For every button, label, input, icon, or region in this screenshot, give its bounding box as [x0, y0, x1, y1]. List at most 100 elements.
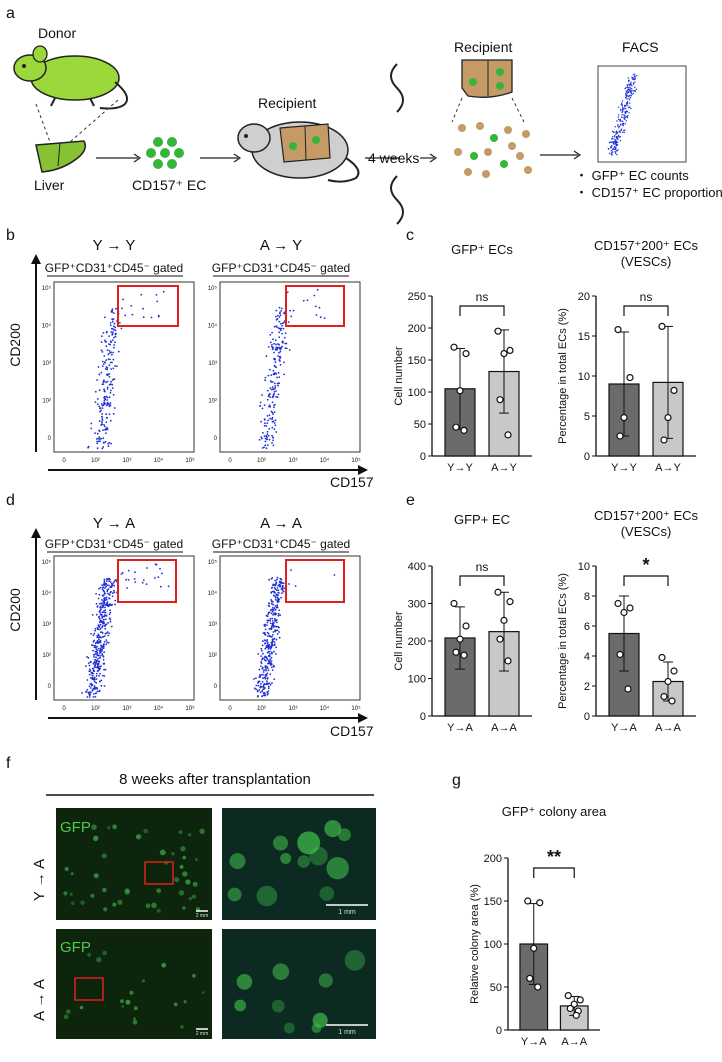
flow-x-tick: 10⁵ [351, 457, 361, 464]
flow-dot [114, 335, 117, 338]
flow-dot [98, 668, 101, 671]
flow-dot [113, 322, 116, 325]
y-tick-label: 0 [496, 1025, 502, 1037]
gfp-colony-spot [271, 999, 285, 1013]
flow-dot [262, 673, 264, 676]
y-axis-label: Percentage in total ECs (%) [557, 573, 569, 709]
facs-thumbnail-dot [611, 136, 614, 138]
flow-dot [104, 623, 107, 626]
flow-dot [262, 671, 265, 673]
flow-dot [91, 677, 94, 680]
flow-dot [277, 314, 279, 317]
flow-plot-d-right [219, 555, 361, 701]
flow-dot [283, 321, 285, 324]
flow-dot [127, 579, 130, 581]
donor-liver-icon [35, 140, 87, 173]
facs-thumbnail-dot [625, 87, 627, 89]
data-point [658, 322, 666, 330]
flow-dot [113, 407, 116, 409]
flow-dot [121, 307, 123, 310]
gfp-label-bottom: GFP [60, 939, 91, 956]
flow-dot [269, 405, 271, 408]
flow-dot [111, 311, 113, 313]
flow-dot [258, 680, 261, 683]
flow-dot [100, 613, 103, 616]
significance-bracket [459, 575, 505, 586]
data-point [616, 432, 624, 440]
flow-dot [106, 367, 109, 369]
flow-dot [269, 620, 272, 622]
flow-dot [102, 635, 104, 638]
flow-dot [108, 584, 110, 587]
flow-dot [90, 422, 93, 425]
flow-dot [94, 650, 97, 653]
flow-dot [279, 578, 282, 580]
flow-dot [263, 669, 265, 671]
facs-thumbnail-dot [609, 141, 611, 143]
flow-dot [278, 336, 281, 339]
flow-dot [273, 422, 276, 424]
flow-dot [278, 609, 281, 612]
flow-dot [277, 597, 279, 600]
flow-dot [106, 631, 109, 633]
y-tick-label: 5 [584, 411, 590, 423]
flow-dot [261, 695, 264, 698]
flow-dot [100, 644, 102, 647]
flow-dot [95, 602, 98, 605]
data-point [494, 588, 502, 596]
gfp-colony-spot [183, 1000, 187, 1004]
flow-x-tick: 10² [91, 706, 100, 712]
flow-dot [155, 563, 158, 566]
flow-dot [265, 425, 268, 427]
flow-dot [268, 635, 271, 637]
flow-dot [106, 349, 109, 351]
flow-dot [89, 677, 92, 679]
flow-dot [101, 621, 104, 624]
data-point [570, 1000, 578, 1008]
flow-dot [99, 641, 102, 644]
flow-dot [264, 694, 267, 697]
flow-dot [275, 606, 278, 609]
flow-dot [263, 657, 266, 659]
flow-dot [274, 361, 277, 364]
flow-dot [275, 343, 277, 346]
flow-y-tick: 10³ [42, 622, 51, 628]
flow-dot [106, 592, 109, 595]
flow-dot [105, 639, 108, 641]
flow-dot [112, 325, 115, 328]
flow-dot [261, 667, 264, 670]
flow-dot [96, 651, 98, 654]
flow-dot [108, 364, 111, 367]
flow-dot [314, 305, 317, 308]
gfp-colony-spot [101, 853, 107, 859]
flow-plot-b-right [219, 281, 361, 453]
facs-thumbnail-dot [631, 77, 633, 79]
flow-dot [105, 416, 108, 419]
flow-x-tick: 10³ [289, 458, 298, 464]
facs-thumbnail-dot [612, 148, 614, 151]
flow-dot [269, 396, 272, 398]
flow-dot [274, 595, 276, 598]
flow-dot [101, 594, 104, 597]
flow-dot [262, 686, 265, 688]
weeks-label: 4 weeks [368, 150, 419, 166]
facs-thumbnail-dot [626, 89, 628, 92]
flow-dot [99, 672, 101, 675]
gfp-colony-spots [63, 820, 366, 1034]
flow-dot [271, 600, 274, 603]
chart-title: GFP+ EC [454, 512, 510, 527]
gfp-colony-spot [79, 1005, 84, 1010]
flow-dot [90, 633, 92, 635]
data-point [536, 899, 544, 907]
flow-dot [290, 315, 293, 318]
wave-top-icon [390, 63, 404, 113]
flow-dot [276, 621, 278, 624]
flow-dot [131, 313, 134, 316]
flow-dot [266, 619, 269, 622]
flow-dot [271, 418, 273, 421]
flow-dot [277, 384, 279, 387]
flow-dot [275, 589, 278, 592]
flow-dot [107, 641, 110, 644]
flow-dot [264, 376, 267, 379]
data-point [462, 350, 470, 358]
